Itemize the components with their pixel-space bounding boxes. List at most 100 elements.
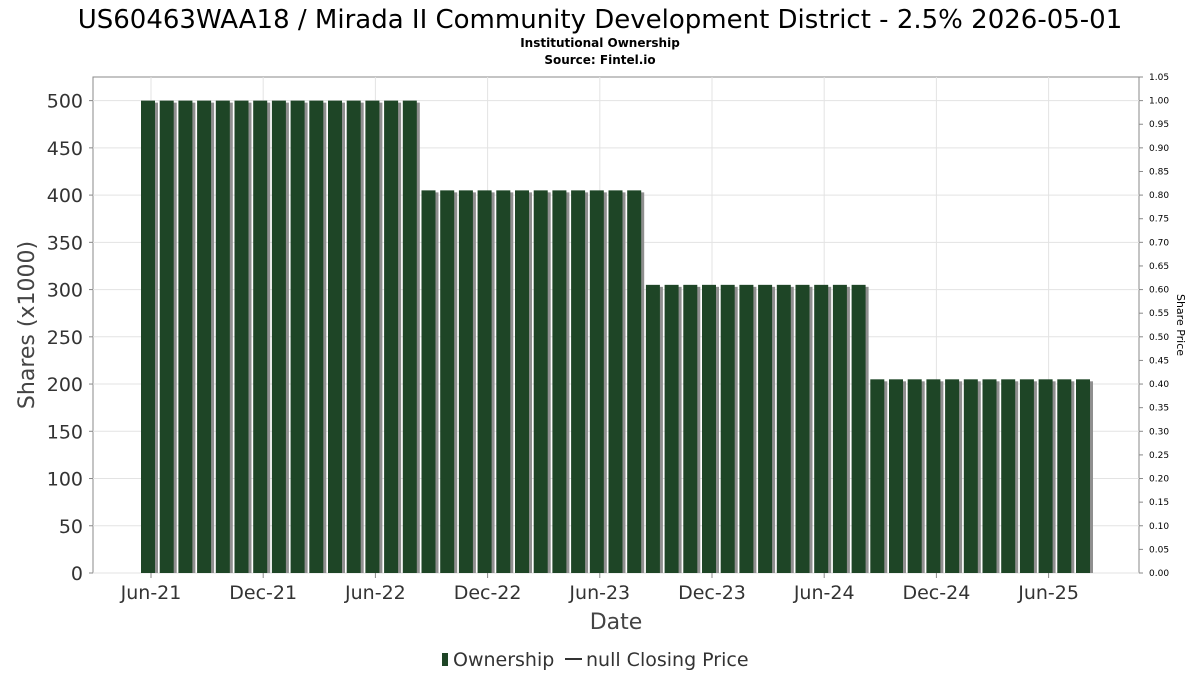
ownership-bar xyxy=(795,284,810,573)
ownership-bar xyxy=(178,100,193,573)
ownership-bar xyxy=(253,100,268,573)
x-tick-label: Dec-22 xyxy=(454,582,522,604)
right-tick-label: 0.05 xyxy=(1149,545,1169,555)
ownership-bar xyxy=(215,100,230,573)
right-tick-label: 0.10 xyxy=(1149,522,1169,532)
ownership-bar xyxy=(496,190,511,573)
ownership-bar xyxy=(702,284,716,573)
ownership-bar xyxy=(608,190,623,573)
ownership-bars xyxy=(141,100,1093,573)
ownership-bar xyxy=(870,379,885,573)
right-tick-label: 1.00 xyxy=(1149,97,1169,107)
x-axis-title: Date xyxy=(590,610,643,635)
x-tick-label: Dec-24 xyxy=(902,582,970,604)
ownership-bar xyxy=(982,379,997,573)
ownership-bar xyxy=(814,284,829,573)
x-tick-label: Jun-21 xyxy=(120,582,182,604)
ownership-bar xyxy=(365,100,380,573)
ownership-bar xyxy=(458,190,473,573)
left-axis-ticks: 0 50 100 150 200 250 300 350 400 450 500 xyxy=(47,91,93,585)
right-tick-label: 0.50 xyxy=(1149,333,1169,343)
right-axis-title: Share Price xyxy=(1174,294,1187,356)
right-tick-label: 1.05 xyxy=(1149,73,1169,83)
ownership-bar xyxy=(889,379,903,573)
ownership-bar xyxy=(1019,379,1034,573)
legend-bar-swatch xyxy=(442,653,448,666)
ownership-bar xyxy=(945,379,960,573)
ownership-bar xyxy=(776,284,791,573)
right-tick-label: 0.85 xyxy=(1149,167,1169,177)
chart-source: Source: Fintel.io xyxy=(544,53,655,67)
ownership-bar xyxy=(421,190,436,573)
right-tick-label: 0.95 xyxy=(1149,120,1169,130)
chart-title: US60463WAA18 / Mirada II Community Devel… xyxy=(78,5,1123,35)
x-tick-label: Dec-21 xyxy=(229,582,297,604)
ownership-bar xyxy=(1038,379,1053,573)
right-axis-ticks: 0.00 0.05 0.10 0.15 0.20 0.25 0.30 0.35 0.40 0.45… xyxy=(1139,73,1169,579)
ownership-bar xyxy=(440,190,455,573)
ownership-bar xyxy=(720,284,735,573)
right-tick-label: 0.80 xyxy=(1149,191,1169,201)
left-tick-label: 50 xyxy=(59,516,83,538)
ownership-bar xyxy=(141,100,155,573)
ownership-bar xyxy=(1001,379,1016,573)
ownership-bar xyxy=(309,100,324,573)
left-tick-label: 150 xyxy=(47,421,83,443)
right-tick-label: 0.65 xyxy=(1149,262,1169,272)
ownership-bar xyxy=(758,284,773,573)
right-tick-label: 0.30 xyxy=(1149,427,1169,437)
ownership-bar xyxy=(234,100,249,573)
left-tick-label: 200 xyxy=(47,374,83,396)
left-tick-label: 250 xyxy=(47,327,83,349)
y-axis-title: Shares (x1000) xyxy=(15,241,40,409)
right-tick-label: 0.35 xyxy=(1149,404,1169,414)
right-tick-label: 0.25 xyxy=(1149,451,1169,461)
ownership-bar xyxy=(328,100,342,573)
ownership-bar xyxy=(739,284,754,573)
x-tick-label: Jun-23 xyxy=(568,582,630,604)
ownership-bar xyxy=(515,190,529,573)
right-tick-label: 0.90 xyxy=(1149,144,1169,154)
legend: Ownership null Closing Price xyxy=(442,649,749,671)
right-tick-label: 0.70 xyxy=(1149,238,1169,248)
right-tick-label: 0.40 xyxy=(1149,380,1169,390)
ownership-bar xyxy=(1076,379,1090,573)
left-tick-label: 350 xyxy=(47,232,83,254)
ownership-bar xyxy=(664,284,679,573)
ownership-bar xyxy=(589,190,604,573)
ownership-bar xyxy=(851,284,866,573)
ownership-bar xyxy=(645,284,660,573)
left-tick-label: 300 xyxy=(47,280,83,302)
left-tick-label: 400 xyxy=(47,185,83,207)
ownership-bar xyxy=(963,379,978,573)
ownership-bar xyxy=(290,100,305,573)
ownership-bar xyxy=(533,190,548,573)
ownership-bar xyxy=(477,190,492,573)
ownership-bar xyxy=(926,379,941,573)
x-tick-label: Jun-22 xyxy=(344,582,406,604)
left-tick-label: 450 xyxy=(47,138,83,160)
ownership-bar xyxy=(1057,379,1072,573)
ownership-bar xyxy=(384,100,399,573)
left-tick-label: 0 xyxy=(71,563,83,585)
ownership-bar xyxy=(683,284,698,573)
legend-label-closing-price: null Closing Price xyxy=(586,649,749,671)
right-tick-label: 0.45 xyxy=(1149,356,1169,366)
ownership-bar xyxy=(271,100,286,573)
ownership-bar xyxy=(402,100,417,573)
right-tick-label: 0.20 xyxy=(1149,475,1169,485)
legend-label-ownership: Ownership xyxy=(453,649,554,671)
ownership-bar xyxy=(832,284,847,573)
x-tick-label: Jun-24 xyxy=(793,582,855,604)
ownership-bar xyxy=(346,100,361,573)
ownership-bar xyxy=(197,100,212,573)
ownership-bar xyxy=(627,190,642,573)
chart-subtitle: Institutional Ownership xyxy=(520,36,680,50)
ownership-bar xyxy=(159,100,174,573)
left-tick-label: 100 xyxy=(47,469,83,491)
ownership-bar xyxy=(552,190,567,573)
right-tick-label: 0.75 xyxy=(1149,215,1169,225)
left-tick-label: 500 xyxy=(47,91,83,113)
x-tick-label: Dec-23 xyxy=(678,582,746,604)
